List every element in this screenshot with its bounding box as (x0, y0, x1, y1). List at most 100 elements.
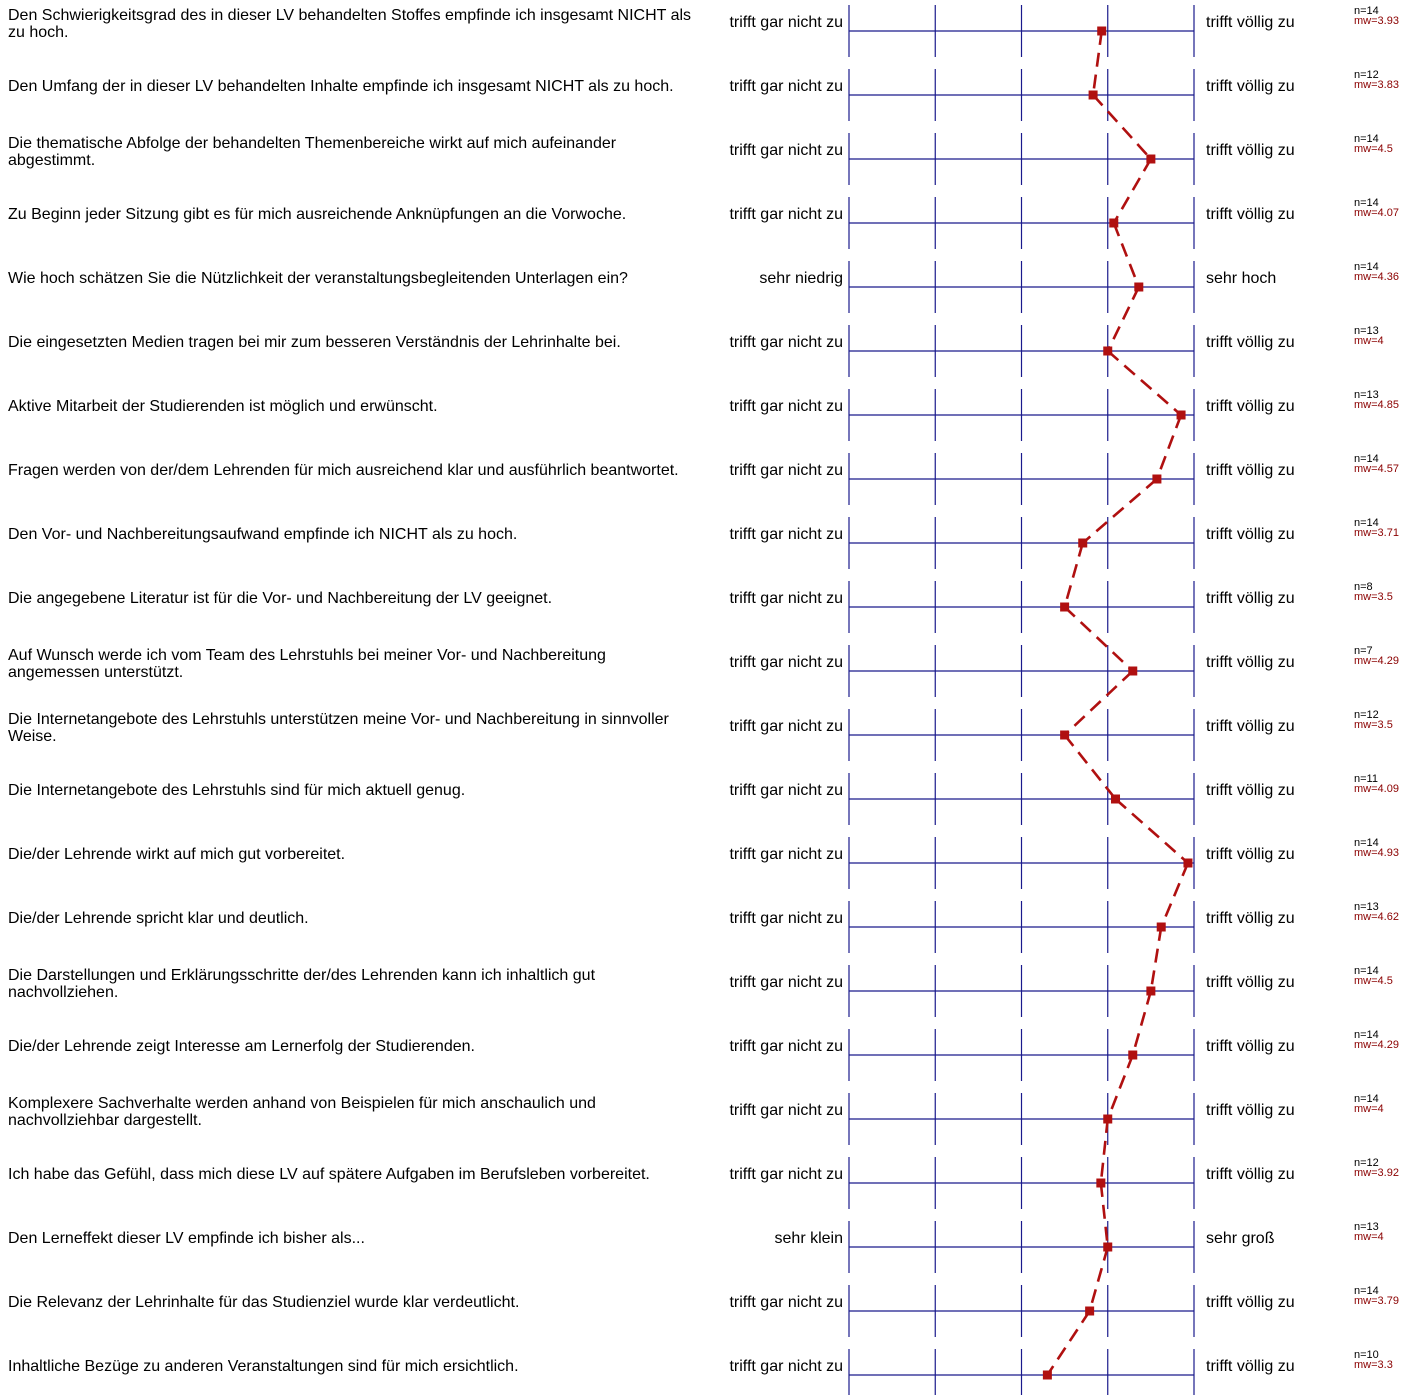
profile-segment (1091, 30, 1104, 96)
profile-segment (1112, 158, 1152, 224)
n-label: n=14 (1354, 453, 1379, 465)
mean-marker (1146, 986, 1156, 996)
mean-label: mw=4.5 (1354, 143, 1393, 155)
left-pole-label: trifft gar nicht zu (729, 14, 843, 31)
question-text: Die/der Lehrende zeigt Interesse am Lern… (8, 1038, 475, 1055)
question-text: Die thematische Abfolge der behandelten … (8, 135, 617, 169)
profile-segment (1099, 1182, 1110, 1248)
question-text: Die Internetangebote des Lehrstuhls unte… (8, 711, 670, 745)
n-label: n=14 (1354, 1029, 1379, 1041)
profile-segment (1131, 990, 1153, 1056)
n-label: n=14 (1354, 133, 1379, 145)
right-pole-label: trifft völlig zu (1206, 718, 1295, 735)
n-label: n=10 (1354, 1349, 1379, 1361)
question-text: Komplexere Sachverhalte werden anhand vo… (8, 1095, 596, 1129)
n-label: n=11 (1354, 773, 1378, 785)
mean-label: mw=4.29 (1354, 1039, 1399, 1051)
mean-label: mw=4 (1354, 335, 1384, 347)
mean-label: mw=3.93 (1354, 15, 1399, 27)
profile-segment (1046, 1310, 1091, 1376)
left-pole-label: trifft gar nicht zu (729, 526, 843, 543)
profile-segment (1099, 1118, 1110, 1184)
n-label: n=14 (1354, 197, 1379, 209)
profile-segment (1063, 734, 1117, 800)
left-pole-label: trifft gar nicht zu (729, 1038, 843, 1055)
mean-label: mw=4 (1354, 1103, 1384, 1115)
mean-marker (1103, 1114, 1113, 1124)
profile-segment (1112, 222, 1141, 288)
right-pole-label: sehr groß (1206, 1230, 1275, 1247)
mean-marker (1134, 282, 1144, 292)
question-text: Die Relevanz der Lehrinhalte für das Stu… (8, 1294, 519, 1311)
n-label: n=14 (1354, 5, 1379, 17)
question-text: Den Umfang der in dieser LV behandelten … (8, 78, 674, 95)
right-pole-label: trifft völlig zu (1206, 1038, 1295, 1055)
right-pole-label: trifft völlig zu (1206, 590, 1295, 607)
mean-label: mw=4.09 (1354, 783, 1399, 795)
profile-segment (1063, 606, 1134, 672)
right-pole-label: trifft völlig zu (1206, 1294, 1295, 1311)
question-text: Die eingesetzten Medien tragen bei mir z… (8, 334, 621, 351)
n-label: n=12 (1354, 709, 1379, 721)
n-label: n=14 (1354, 1285, 1379, 1297)
right-pole-label: trifft völlig zu (1206, 1166, 1295, 1183)
right-pole-label: trifft völlig zu (1206, 206, 1295, 223)
left-pole-label: trifft gar nicht zu (729, 462, 843, 479)
mean-marker (1109, 218, 1119, 228)
right-pole-label: trifft völlig zu (1206, 14, 1295, 31)
mean-label: mw=4.5 (1354, 975, 1393, 987)
question-text: Ich habe das Gefühl, dass mich diese LV … (8, 1166, 650, 1183)
mean-marker (1088, 90, 1098, 100)
mean-marker (1152, 474, 1162, 484)
n-label: n=14 (1354, 965, 1379, 977)
mean-label: mw=4 (1354, 1231, 1384, 1243)
profile-segment (1149, 926, 1163, 992)
right-pole-label: trifft völlig zu (1206, 782, 1295, 799)
mean-marker (1183, 858, 1193, 868)
question-text: Die/der Lehrende wirkt auf mich gut vorb… (8, 846, 345, 863)
mean-label: mw=4.85 (1354, 399, 1399, 411)
question-text: Den Vor- und Nachbereitungsaufwand empfi… (8, 526, 517, 543)
profile-segment (1160, 862, 1190, 928)
profile-segment (1063, 542, 1084, 608)
mean-label: mw=3.5 (1354, 591, 1393, 603)
left-pole-label: trifft gar nicht zu (729, 590, 843, 607)
n-label: n=14 (1354, 837, 1379, 849)
mean-marker (1111, 794, 1121, 804)
mean-marker (1078, 538, 1088, 548)
left-pole-label: trifft gar nicht zu (729, 1166, 843, 1183)
n-label: n=14 (1354, 1093, 1379, 1105)
mean-marker (1060, 730, 1070, 740)
mean-label: mw=4.57 (1354, 463, 1399, 475)
left-pole-label: trifft gar nicht zu (729, 654, 843, 671)
question-text: Aktive Mitarbeit der Studierenden ist mö… (8, 398, 438, 415)
right-pole-label: sehr hoch (1206, 270, 1276, 287)
question-text: Die/der Lehrende spricht klar und deutli… (8, 910, 309, 927)
n-label: n=13 (1354, 325, 1379, 337)
left-pole-label: trifft gar nicht zu (729, 206, 843, 223)
mean-label: mw=4.29 (1354, 655, 1399, 667)
question-text: Die Internetangebote des Lehrstuhls sind… (8, 782, 465, 799)
n-label: n=12 (1354, 69, 1379, 81)
left-pole-label: trifft gar nicht zu (729, 718, 843, 735)
mean-label: mw=3.92 (1354, 1167, 1399, 1179)
mean-marker (1097, 26, 1107, 36)
right-pole-label: trifft völlig zu (1206, 526, 1295, 543)
mean-marker (1103, 1242, 1113, 1252)
mean-marker (1176, 410, 1186, 420)
mean-marker (1042, 1370, 1052, 1380)
right-pole-label: trifft völlig zu (1206, 1358, 1295, 1375)
mean-label: mw=3.5 (1354, 719, 1393, 731)
profile-segment (1155, 414, 1183, 480)
mean-label: mw=4.62 (1354, 911, 1399, 923)
n-label: n=8 (1354, 581, 1373, 593)
profile-segment (1063, 670, 1134, 736)
mean-marker (1096, 1178, 1106, 1188)
left-pole-label: trifft gar nicht zu (729, 1294, 843, 1311)
mean-label: mw=3.71 (1354, 527, 1399, 539)
mean-label: mw=3.3 (1354, 1359, 1393, 1371)
n-label: n=13 (1354, 901, 1379, 913)
n-label: n=13 (1354, 389, 1379, 401)
profile-segment (1081, 478, 1158, 544)
profile-segment (1114, 798, 1189, 864)
